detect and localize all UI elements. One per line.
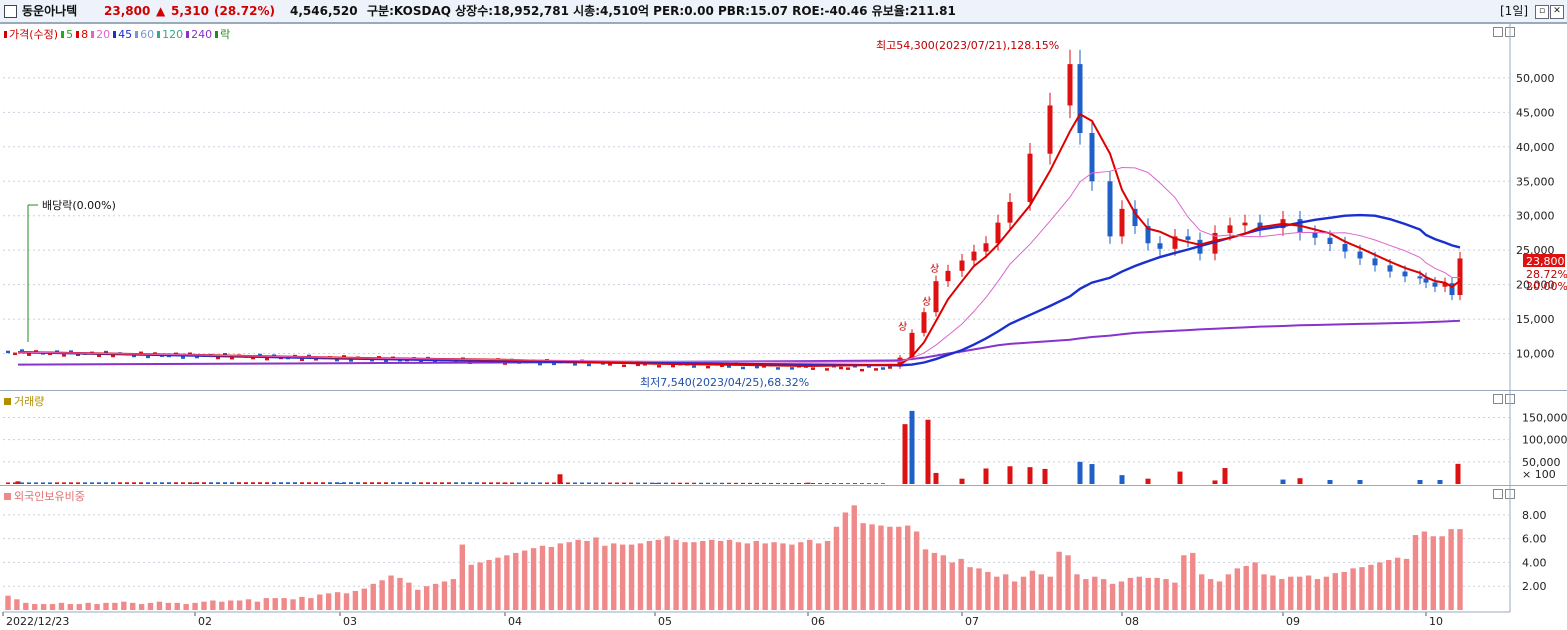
legend-item-8: 락 — [220, 28, 231, 41]
foreign-legend: 외국인보유비중 — [4, 488, 88, 504]
legend-item-1: 5 — [66, 28, 74, 41]
close-icon[interactable]: ✕ — [1550, 5, 1564, 19]
legend-item-3: 20 — [96, 28, 111, 41]
legend-swatch-5 — [135, 31, 139, 38]
foreign-pane: 외국인보유비중 — [0, 485, 1567, 612]
legend-item-6: 120 — [162, 28, 184, 41]
current-price: 23,800 — [104, 4, 151, 18]
legend-swatch-3 — [91, 31, 95, 38]
stock-info: 구분:KOSDAQ 상장수:18,952,781 시총:4,510억 PER:0… — [367, 4, 956, 18]
x-tick-label: 08 — [1125, 615, 1139, 628]
price-change-pct: (28.72%) — [214, 4, 275, 18]
x-tick-label: 09 — [1286, 615, 1300, 628]
x-tick-label: 07 — [965, 615, 979, 628]
foreign-legend-label: 외국인보유비중 — [14, 490, 85, 503]
x-tick-label: 06 — [811, 615, 825, 628]
x-tick-label: 03 — [343, 615, 357, 628]
price-pane: 가격(수정) 5 8 20 45 60 120 240 락 — [0, 23, 1567, 390]
x-tick-label: 02 — [198, 615, 212, 628]
period-button[interactable]: [1일] — [1500, 4, 1529, 18]
up-arrow-icon: ▲ — [156, 4, 166, 18]
legend-item-0: 가격(수정) — [9, 28, 59, 41]
legend-swatch-1 — [61, 31, 65, 38]
legend-item-5: 60 — [140, 28, 155, 41]
foreign-legend-icon — [4, 493, 11, 500]
legend-swatch-6 — [157, 31, 161, 38]
volume-pane: 거래량 — [0, 390, 1567, 485]
x-tick-label: 2022/12/23 — [6, 615, 69, 628]
volume-value: 4,546,520 — [290, 4, 358, 18]
x-tick-label: 10 — [1429, 615, 1443, 628]
checkbox-icon[interactable] — [4, 5, 17, 18]
volume-legend-icon — [4, 398, 11, 405]
x-tick-label: 04 — [508, 615, 522, 628]
legend-item-7: 240 — [191, 28, 213, 41]
price-change: 5,310 — [171, 4, 209, 18]
volume-legend-label: 거래량 — [14, 395, 45, 408]
price-legend: 가격(수정) 5 8 20 45 60 120 240 락 — [4, 26, 233, 42]
legend-item-4: 45 — [118, 28, 133, 41]
title-bar: 동운아나텍 23,800 ▲ 5,310 (28.72%) 4,546,520 … — [0, 0, 1567, 23]
legend-swatch-7 — [186, 31, 190, 38]
minimize-icon[interactable]: ▫ — [1535, 5, 1549, 19]
stock-name: 동운아나텍 — [22, 4, 78, 18]
volume-pane-controls[interactable] — [1491, 394, 1515, 407]
volume-legend: 거래량 — [4, 393, 47, 409]
legend-item-2: 8 — [81, 28, 89, 41]
legend-swatch-0 — [4, 31, 7, 38]
legend-swatch-4 — [113, 31, 117, 38]
foreign-pane-controls[interactable] — [1491, 489, 1515, 502]
legend-swatch-8 — [215, 31, 219, 38]
legend-swatch-2 — [76, 31, 80, 38]
price-pane-controls[interactable] — [1491, 27, 1515, 40]
x-tick-label: 05 — [658, 615, 672, 628]
